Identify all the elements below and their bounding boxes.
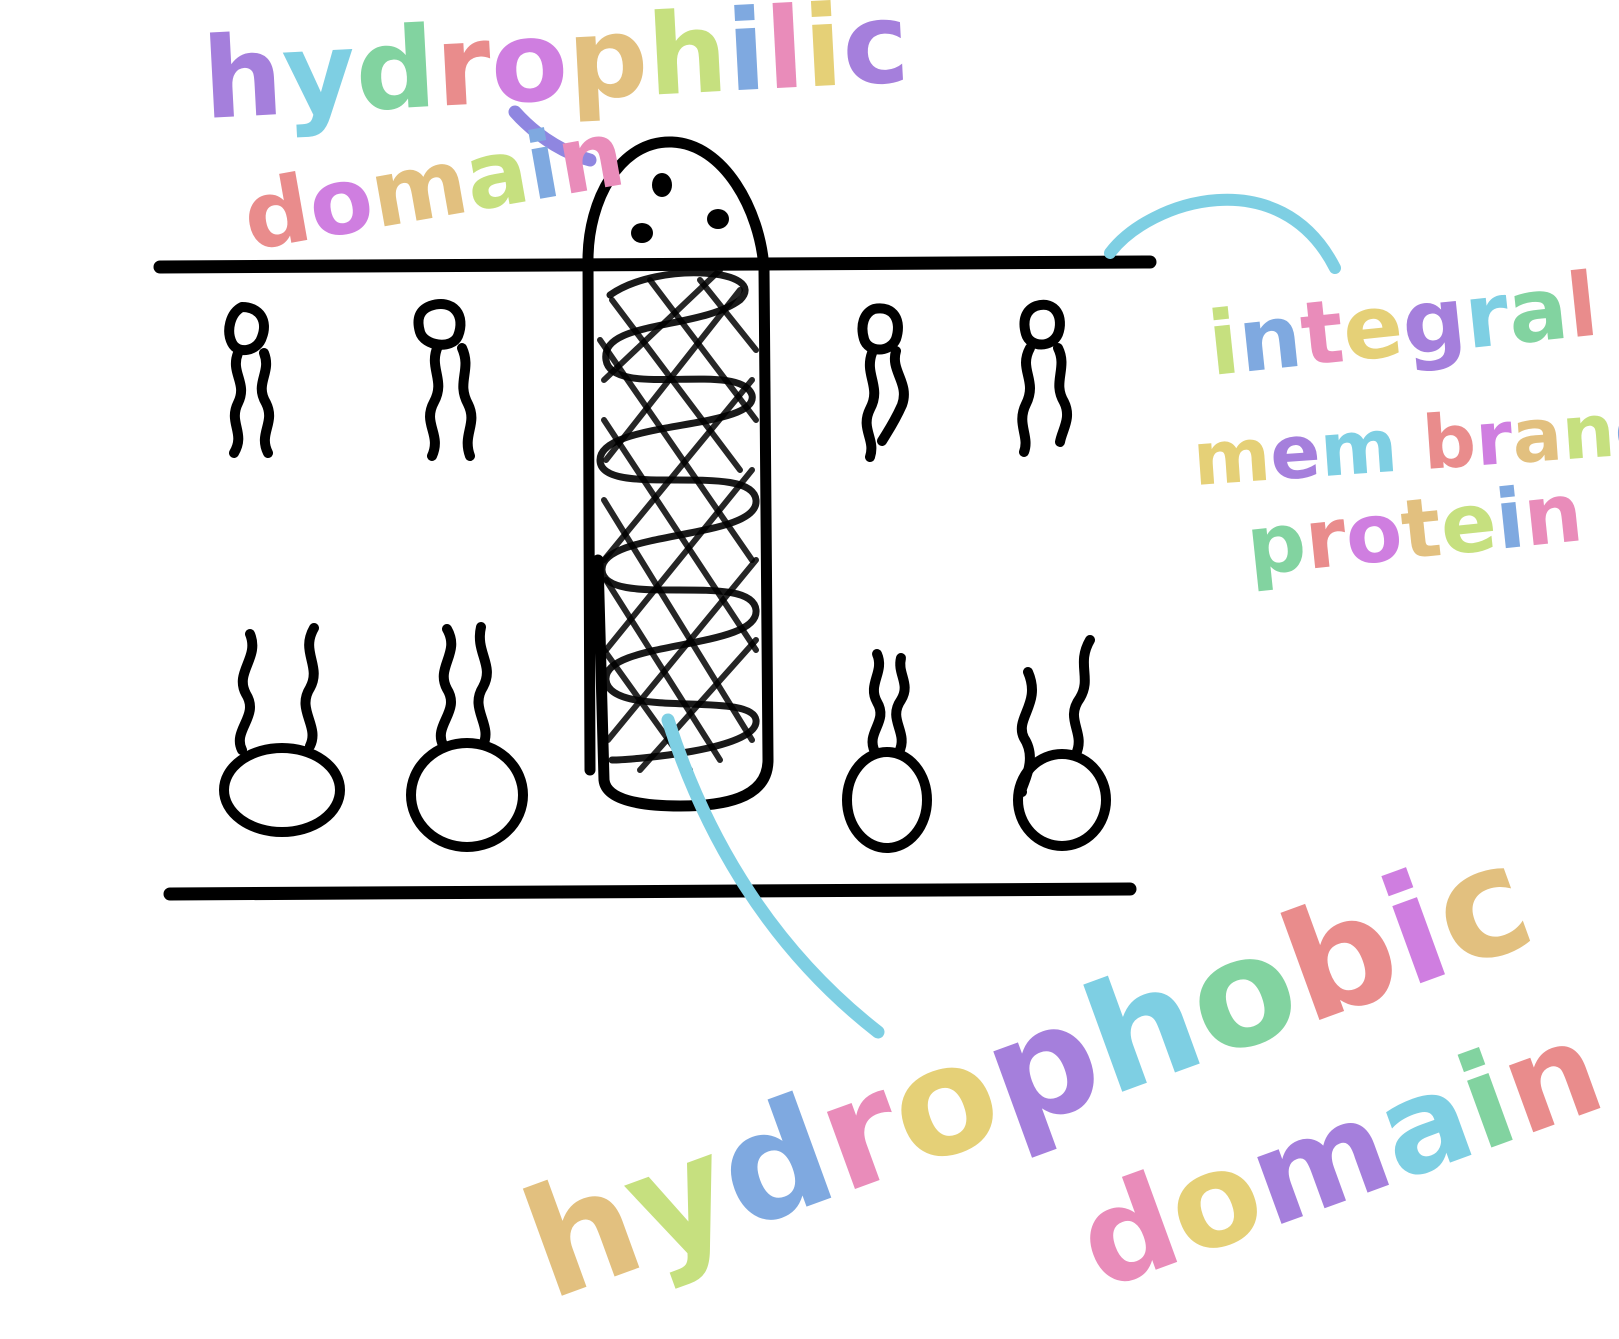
hydrophobic-domain-leader <box>661 713 885 1039</box>
phospholipid-icon <box>224 302 275 458</box>
hydrophobic-label-line1: hydrophobic <box>503 810 1553 1334</box>
integral-protein-icon <box>582 136 774 812</box>
hydrophilic-domain-leader <box>508 105 597 167</box>
integral-label-line3: protein <box>1242 465 1587 595</box>
phospholipid-icon <box>406 622 528 852</box>
integral-label-line2: mem brane <box>1190 384 1619 503</box>
phospholipid-icon <box>219 623 345 837</box>
integral-label-line1: integral <box>1203 253 1602 396</box>
phospholipid-icon <box>1017 299 1073 457</box>
hydrophilic-label-line1: hydrophilic <box>200 0 912 145</box>
membrane-top-line <box>153 255 1157 274</box>
phospholipid-icon <box>842 649 932 853</box>
phospholipid-icon <box>1013 635 1111 851</box>
hydrophilic-label-line2: domain <box>235 100 632 272</box>
phospholipid-icon <box>413 299 477 461</box>
membrane-bottom-line <box>163 882 1137 901</box>
phospholipid-icon <box>857 303 909 462</box>
integral-protein-leader <box>1104 193 1341 274</box>
